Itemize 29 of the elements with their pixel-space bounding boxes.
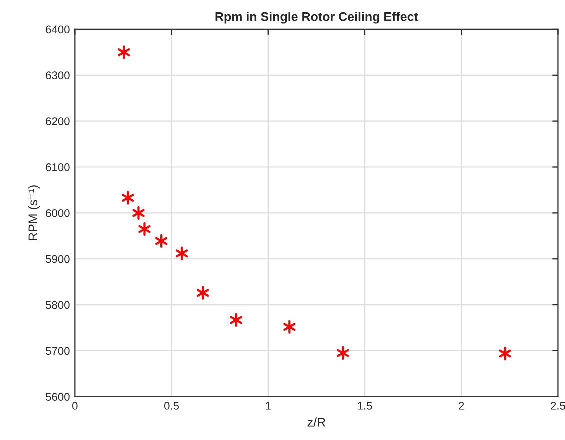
x-tick-label: 1.5 xyxy=(358,402,372,410)
x-tick-label: 0.5 xyxy=(164,402,180,410)
y-tick-label: 6300 xyxy=(46,72,70,80)
y-tick-label: 5700 xyxy=(46,347,70,356)
y-axis-title: RPM (s⁻¹) xyxy=(28,186,40,240)
point xyxy=(138,222,151,236)
point xyxy=(122,191,134,205)
point xyxy=(284,320,296,334)
y-tick-label: 6100 xyxy=(46,164,70,172)
x-tick-label: 1 xyxy=(266,402,271,410)
x-axis-title: z/R xyxy=(308,418,326,427)
point xyxy=(230,313,242,328)
y-tick-label: 5900 xyxy=(46,255,70,264)
point xyxy=(499,346,512,361)
y-tick-label: 6000 xyxy=(46,209,70,218)
point xyxy=(176,246,188,260)
chart-title: Rpm in Single Rotor Ceiling Effect xyxy=(216,12,418,24)
y-tick-label: 6200 xyxy=(46,118,70,126)
point xyxy=(155,234,168,248)
point xyxy=(337,346,350,360)
x-tick-label: 0 xyxy=(72,402,78,410)
point xyxy=(118,46,130,60)
x-tick-label: 2 xyxy=(459,402,464,410)
y-tick-label: 5600 xyxy=(46,393,70,402)
x-tick-label: 2.5 xyxy=(551,402,565,410)
y-tick-label: 5800 xyxy=(46,301,70,310)
y-tick-label: 6400 xyxy=(46,26,70,34)
point xyxy=(132,206,145,220)
point xyxy=(196,286,210,300)
